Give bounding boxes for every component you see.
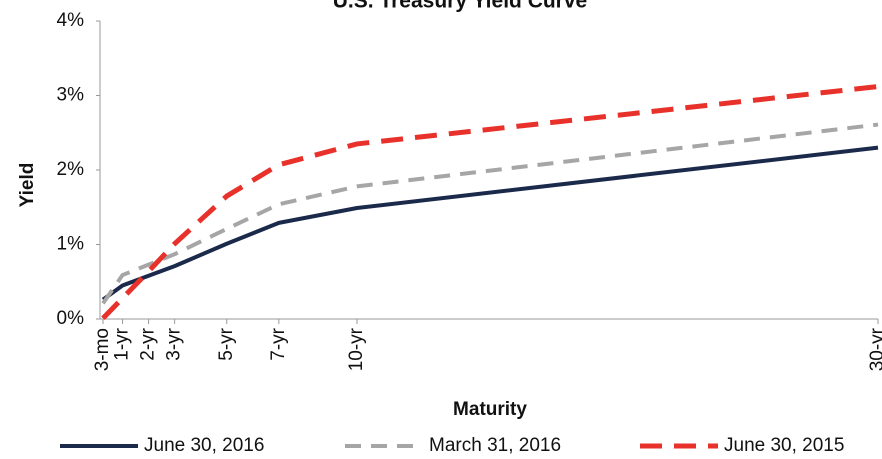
y-tick-label: 4% [57,10,85,31]
y-tick-label: 2% [57,159,85,180]
legend-label: March 31, 2016 [429,435,561,456]
y-tick-label: 3% [57,85,85,106]
x-tick-label: 1-yr [112,327,133,360]
x-tick-label: 10-yr [346,327,367,371]
series-line [101,122,879,305]
legend-label: June 30, 2015 [724,435,844,456]
x-tick-label: 2-yr [138,327,159,360]
x-tick-label: 3-yr [164,327,185,360]
x-tick-label: 7-yr [268,327,289,360]
x-tick-label: 30-yr [867,327,882,371]
y-tick-label: 0% [57,308,85,329]
series-line [101,84,879,320]
x-axis-label: Maturity [453,399,527,420]
legend-label: June 30, 2016 [144,435,264,456]
series-line [101,145,879,302]
y-tick-label: 1% [57,234,85,255]
x-tick-label: 3-mo [92,328,113,371]
chart-title: U.S. Treasury Yield Curve [333,0,587,13]
x-tick-label: 5-yr [216,327,237,360]
y-axis-label: Yield [17,163,38,208]
